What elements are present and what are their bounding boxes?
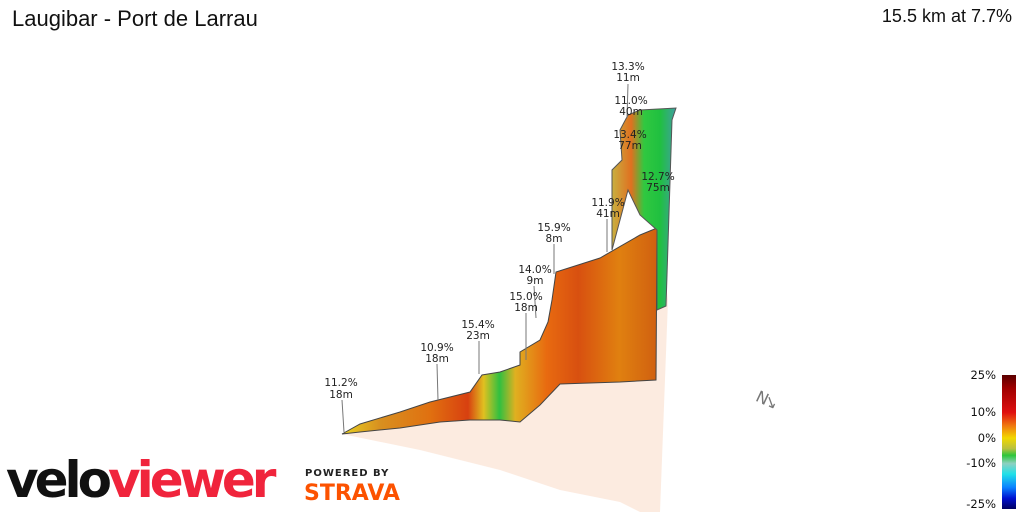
legend-tick: -25% [966,497,996,511]
svg-text:14.0%: 14.0% [518,264,551,276]
svg-text:15.0%: 15.0% [509,291,542,303]
svg-text:11.9%: 11.9% [591,197,624,209]
svg-text:13.4%: 13.4% [613,129,646,141]
veloviewer-logo: veloviewer [6,451,276,509]
svg-text:12.7%: 12.7% [641,171,674,183]
svg-text:9m: 9m [527,275,544,287]
legend-tick: 25% [970,368,996,382]
legend-tick: 10% [970,405,996,419]
annotation-leaders [341,83,629,433]
gradient-color-legend: 25% 10% 0% -10% -25% [940,368,1024,512]
climb-summary: 15.5 km at 7.7% [881,6,1012,26]
svg-text:40m: 40m [619,106,643,118]
legend-tick: -10% [966,456,996,470]
page-title: Laugibar - Port de Larrau [12,6,258,31]
svg-text:18m: 18m [514,302,538,314]
strava-logo: STRAVA [304,481,400,506]
powered-by-label: POWERED BY [305,468,390,479]
profile-upper-switchbacks [611,107,677,311]
svg-text:77m: 77m [618,140,642,152]
svg-text:15.9%: 15.9% [537,222,570,234]
svg-text:15.4%: 15.4% [461,319,494,331]
logo-velo: velo [6,451,112,509]
logo-viewer: viewer [108,451,276,509]
svg-text:75m: 75m [646,182,670,194]
svg-text:13.3%: 13.3% [611,61,644,73]
svg-text:23m: 23m [466,330,490,342]
svg-text:41m: 41m [596,208,620,220]
svg-text:18m: 18m [329,389,353,401]
profile-shadow [342,240,668,512]
gradient-annotations: 11.2% 18m 10.9% 18m 15.4% 23m 15.0% 18m … [324,61,674,401]
svg-text:11.0%: 11.0% [614,95,647,107]
svg-text:11.2%: 11.2% [324,377,357,389]
svg-text:18m: 18m [425,353,449,365]
profile-lower-climb [341,227,658,435]
legend-tick: 0% [977,431,996,445]
svg-text:10.9%: 10.9% [420,342,453,354]
svg-text:11m: 11m [616,72,640,84]
color-scale-bar [1002,375,1016,509]
svg-text:8m: 8m [546,233,563,245]
